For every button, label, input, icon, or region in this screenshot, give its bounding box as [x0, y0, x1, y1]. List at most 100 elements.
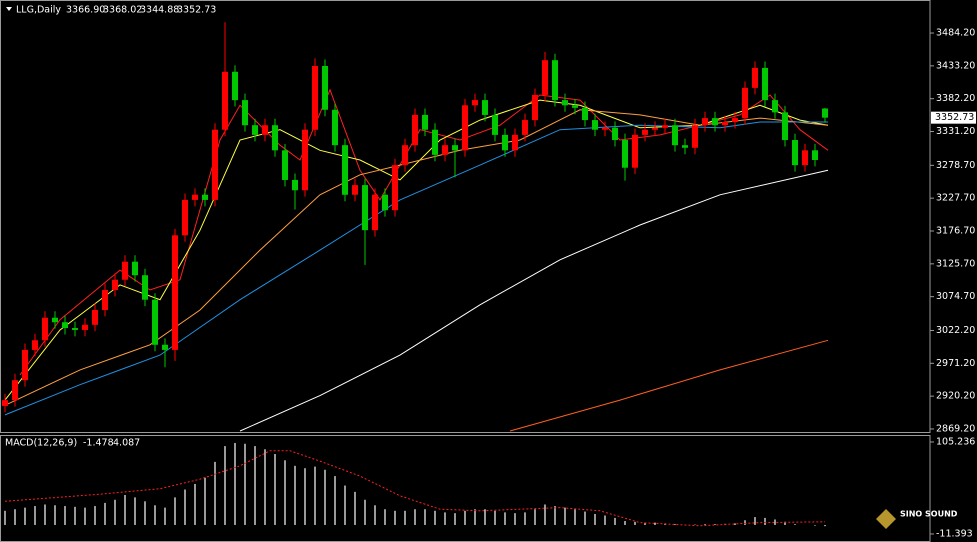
candle-body: [142, 275, 148, 300]
candle-body: [282, 150, 288, 180]
candle-body: [102, 290, 108, 310]
logo: SINO SOUND: [876, 509, 958, 529]
candle-body: [312, 65, 318, 130]
candle-body: [502, 134, 508, 151]
candle-body: [352, 185, 358, 195]
candle-body: [632, 134, 638, 168]
y-tick-label: 3022.20: [936, 325, 975, 336]
candle-body: [752, 67, 758, 88]
candle-body: [782, 112, 788, 141]
candle-body: [692, 125, 698, 148]
candle-body: [132, 261, 138, 276]
candle-body: [162, 344, 168, 350]
candle-body: [52, 317, 58, 323]
y-tick-label: 2920.20: [936, 391, 975, 402]
candle-body: [552, 60, 558, 101]
menu-arrow: [6, 7, 12, 11]
y-tick-label: -11.393: [936, 528, 973, 539]
candle-body: [382, 194, 388, 211]
candle-body: [522, 120, 528, 135]
candle-body: [272, 125, 278, 151]
header-value: 3368.02: [103, 5, 142, 16]
candle-body: [682, 145, 688, 148]
candle-body: [22, 349, 28, 381]
candle-body: [172, 235, 178, 350]
candle-body: [482, 100, 488, 115]
y-tick-label: 3227.70: [936, 193, 975, 204]
candle-body: [432, 129, 438, 155]
y-tick-label: 2869.20: [936, 423, 975, 434]
candle-body: [622, 140, 628, 168]
candle-body: [472, 100, 478, 106]
signal-line: [4, 450, 826, 527]
candle-body: [732, 118, 738, 123]
marks: [2, 22, 829, 527]
candle-body: [442, 145, 448, 155]
candle-body: [332, 109, 338, 146]
candle-body: [182, 199, 188, 236]
candle-body: [772, 100, 778, 113]
y-tick-label: 3278.70: [936, 160, 975, 171]
candle-body: [462, 105, 468, 151]
candle-body: [42, 317, 48, 341]
y-tick-label: 2971.20: [936, 358, 975, 369]
candle-body: [662, 125, 668, 128]
candle-body: [582, 107, 588, 121]
candle-body: [222, 71, 228, 130]
logo-text: SINO SOUND: [900, 510, 958, 519]
price-tag-box: [931, 111, 976, 124]
candle-body: [672, 125, 678, 146]
candle-body: [32, 340, 38, 350]
candle-body: [702, 118, 708, 126]
candle-body: [192, 194, 198, 200]
y-tick-label: 105.236: [936, 436, 975, 447]
candle-body: [652, 127, 658, 130]
candle-body: [322, 65, 328, 110]
candle-body: [212, 129, 218, 200]
candle-body: [292, 179, 298, 191]
candle-body: [242, 100, 248, 126]
y-tick-label: 3382.20: [936, 93, 975, 104]
candle-body: [152, 299, 158, 345]
candle-body: [812, 150, 818, 160]
candle-body: [592, 120, 598, 130]
candle-body: [762, 67, 768, 101]
logo-mark: [876, 509, 896, 529]
candle-body: [562, 100, 568, 106]
candle-body: [742, 87, 748, 119]
chart-title: LLG,Daily: [16, 5, 61, 16]
macd-header-value: -1.478: [83, 438, 114, 449]
y-tick-label: 3331.20: [936, 126, 975, 137]
candle-body: [82, 324, 88, 330]
candle-body: [302, 129, 308, 191]
header-value: 3366.90: [66, 5, 105, 16]
moving-average: [4, 109, 829, 406]
price-panel-frame: [0, 0, 931, 433]
candle-body: [572, 105, 578, 108]
candle-body: [602, 127, 608, 130]
candle-body: [92, 309, 98, 325]
candle-body: [232, 71, 238, 101]
candle-body: [372, 194, 378, 231]
y-tick-label: 3125.70: [936, 258, 975, 269]
header-value: 3344.88: [140, 5, 179, 16]
price-tag: 3352.73: [935, 112, 974, 123]
moving-average: [509, 339, 829, 432]
candle-body: [342, 145, 348, 195]
candle-body: [62, 322, 68, 329]
candle-body: [542, 60, 548, 95]
moving-average: [239, 169, 829, 432]
macd-header-value: 4.087: [113, 438, 140, 449]
candle-body: [512, 134, 518, 151]
y-tick-label: 3176.70: [936, 226, 975, 237]
candle-body: [392, 165, 398, 211]
candle-body: [452, 145, 458, 151]
candle-body: [2, 400, 8, 406]
candle-body: [492, 114, 498, 135]
candle-body: [202, 194, 208, 200]
candle-body: [412, 114, 418, 146]
candle-body: [722, 122, 728, 126]
candle-body: [802, 150, 808, 166]
